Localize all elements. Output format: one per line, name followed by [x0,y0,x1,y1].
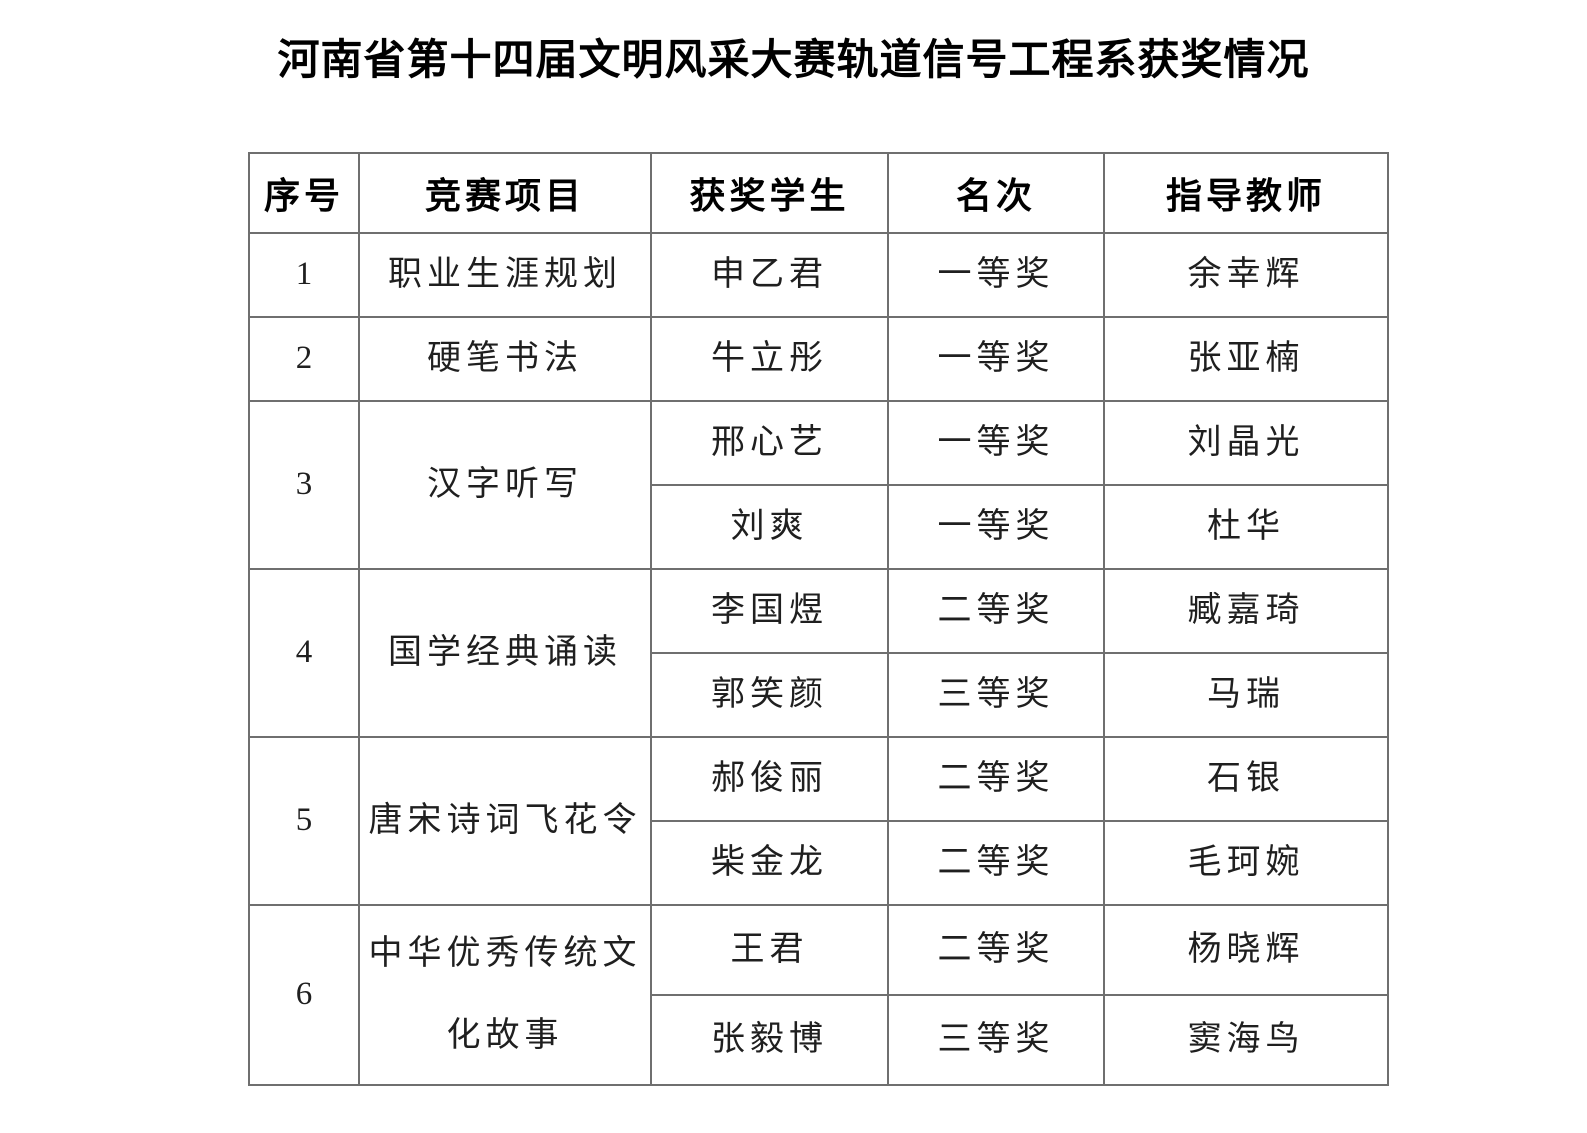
student-cell: 张毅博 [650,994,889,1086]
table-row: 5 唐宋诗词飞花令 郝俊丽 二等奖 石银 [248,736,1389,906]
row-number-cell: 1 [248,232,360,318]
row-number-cell: 5 [248,736,360,906]
header-cell-student: 获奖学生 [650,152,889,234]
table-row: 3 汉字听写 邢心艺 一等奖 刘晶光 [248,400,1389,570]
rank-cell: 一等奖 [887,400,1105,486]
student-cell: 王君 [650,904,889,996]
header-row: 序号 竞赛项目 获奖学生 名次 指导教师 [248,152,1389,234]
row-number-cell: 2 [248,316,360,402]
student-cell: 申乙君 [650,232,889,318]
table-row: 2 硬笔书法 牛立彤 一等奖 张亚楠 [248,316,1389,402]
student-cell: 柴金龙 [650,820,889,906]
teacher-cell: 张亚楠 [1103,316,1389,402]
project-cell: 中华优秀传统文化故事 [358,904,652,1086]
project-cell: 硬笔书法 [358,316,652,402]
student-cell: 郭笑颜 [650,652,889,738]
student-cell: 刘爽 [650,484,889,570]
header-cell-rank: 名次 [887,152,1105,234]
teacher-cell: 余幸辉 [1103,232,1389,318]
awards-table: 序号 竞赛项目 获奖学生 名次 指导教师 1 职业生涯规划 申乙君 一等奖 余幸辉 2 硬笔… [248,152,1389,1086]
table-row: 刘爽 一等奖 杜华 [249,484,1389,570]
rank-cell: 三等奖 [887,994,1105,1086]
student-cell: 李国煜 [650,568,889,654]
table-row: 1 职业生涯规划 申乙君 一等奖 余幸辉 [248,232,1389,318]
rank-cell: 二等奖 [887,904,1105,996]
student-cell: 邢心艺 [650,400,889,486]
teacher-cell: 窦海鸟 [1103,994,1389,1086]
header-cell-no: 序号 [248,152,360,234]
table-header: 序号 竞赛项目 获奖学生 名次 指导教师 [248,152,1389,234]
project-cell: 汉字听写 [358,400,652,570]
header-cell-teacher: 指导教师 [1103,152,1389,234]
page-title: 河南省第十四届文明风采大赛轨道信号工程系获奖情况 [277,36,1310,83]
teacher-cell: 石银 [1103,736,1389,822]
rank-cell: 一等奖 [887,484,1105,570]
project-cell: 职业生涯规划 [358,232,652,318]
teacher-cell: 毛珂婉 [1103,820,1389,906]
table-row: 4 国学经典诵读 李国煜 二等奖 臧嘉琦 [248,568,1389,738]
student-cell: 牛立彤 [650,316,889,402]
rank-cell: 一等奖 [887,232,1105,318]
teacher-cell: 臧嘉琦 [1103,568,1389,654]
table-row: 柴金龙 二等奖 毛珂婉 [249,820,1389,906]
table-row: 郭笑颜 三等奖 马瑞 [249,652,1389,738]
rank-cell: 一等奖 [887,316,1105,402]
teacher-cell: 杜华 [1103,484,1389,570]
student-cell: 郝俊丽 [650,736,889,822]
table-row: 张毅博 三等奖 窦海鸟 [249,994,1389,1086]
rank-cell: 二等奖 [887,820,1105,906]
teacher-cell: 杨晓辉 [1103,904,1389,996]
rank-cell: 三等奖 [887,652,1105,738]
project-cell: 国学经典诵读 [358,568,652,738]
table-row: 6 中华优秀传统文化故事 王君 二等奖 杨晓辉 [248,904,1389,1086]
rank-cell: 二等奖 [887,568,1105,654]
rank-cell: 二等奖 [887,736,1105,822]
header-cell-project: 竞赛项目 [358,152,652,234]
project-cell: 唐宋诗词飞花令 [358,736,652,906]
table-body: 1 职业生涯规划 申乙君 一等奖 余幸辉 2 硬笔书法 牛立彤 一等奖 张亚楠 3 汉字听写 邢心艺 一等… [248,232,1389,1086]
teacher-cell: 马瑞 [1103,652,1389,738]
row-number-cell: 3 [248,400,360,570]
row-number-cell: 6 [248,904,360,1086]
teacher-cell: 刘晶光 [1103,400,1389,486]
row-number-cell: 4 [248,568,360,738]
